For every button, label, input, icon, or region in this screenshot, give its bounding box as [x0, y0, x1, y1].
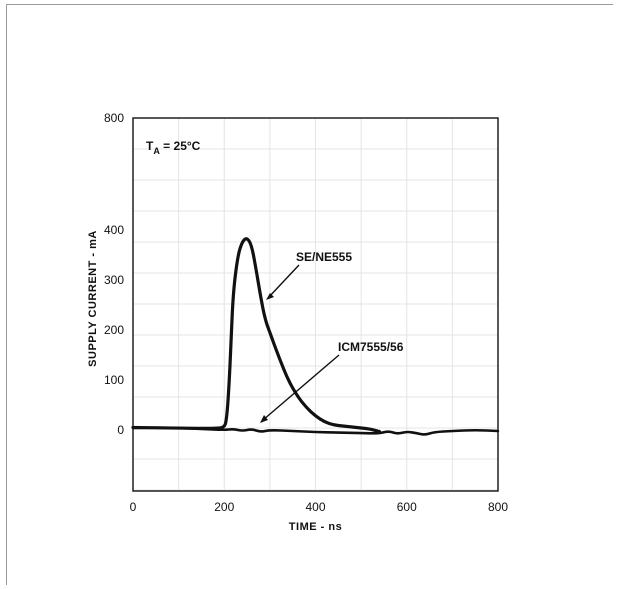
temperature-condition-subscript: A: [153, 146, 160, 156]
series-label-se-ne555: SE/NE555: [296, 250, 352, 264]
annotations: SE/NE555 ICM7555/56: [260, 250, 404, 423]
x-tick-label: 200: [214, 500, 234, 514]
series-label-icm7555-56: ICM7555/56: [338, 340, 404, 354]
x-tick-label: 800: [488, 500, 508, 514]
arrow-se-ne555: [267, 264, 300, 299]
temperature-condition-value: = 25°C: [160, 139, 201, 153]
x-tick-label: 0: [130, 500, 137, 514]
y-axis-ticks: 800 400 300 200 100 0: [104, 111, 124, 437]
y-tick-label: 0: [117, 423, 124, 437]
y-axis-label: SUPPLY CURRENT - mA: [87, 230, 99, 367]
arrowhead-icm7555-56: [260, 415, 268, 423]
x-axis-ticks: 0 200 400 600 800: [130, 500, 509, 514]
plot-area: [132, 117, 499, 492]
arrow-icm7555-56: [262, 354, 340, 421]
y-tick-label: 100: [104, 373, 124, 387]
temperature-condition-symbol: T: [146, 139, 154, 153]
series-group: [131, 237, 500, 436]
figure-frame: [6, 4, 613, 585]
y-tick-label: 400: [104, 223, 124, 237]
grid: [133, 118, 498, 491]
x-axis-label: TIME - ns: [289, 521, 342, 533]
x-tick-label: 400: [305, 500, 325, 514]
series-line-icm7555-56: [131, 426, 500, 436]
y-tick-label: 200: [104, 323, 124, 337]
x-tick-label: 600: [397, 500, 417, 514]
series-line-se-ne555: [131, 237, 381, 434]
arrowhead-se-ne555: [266, 293, 274, 300]
temperature-condition: TA = 25°C: [146, 139, 201, 156]
y-tick-label: 300: [104, 273, 124, 287]
y-tick-label: 800: [104, 111, 124, 125]
